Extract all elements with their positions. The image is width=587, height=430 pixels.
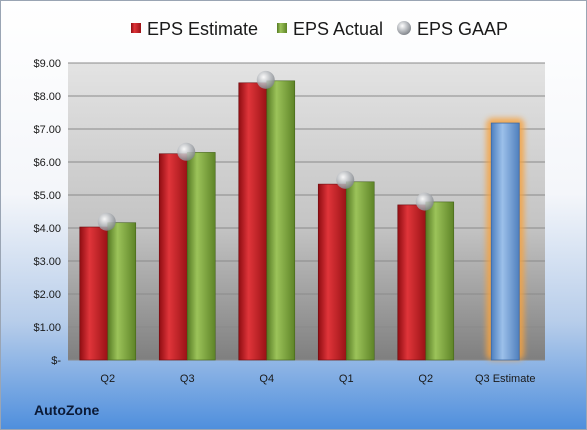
gaap-marker bbox=[415, 192, 434, 211]
y-tick-label: $5.00 bbox=[33, 190, 61, 202]
legend-swatch-actual bbox=[277, 23, 287, 33]
bar-actual bbox=[425, 201, 455, 361]
y-tick-label: $6.00 bbox=[33, 157, 61, 169]
x-category-label: Q1 bbox=[339, 373, 354, 385]
legend-label-estimate: EPS Estimate bbox=[147, 19, 258, 39]
y-tick-label: $3.00 bbox=[33, 256, 61, 268]
bar-actual bbox=[186, 152, 216, 361]
bar-estimate bbox=[238, 82, 268, 361]
bar-actual bbox=[266, 80, 296, 361]
x-category-label: Q2 bbox=[418, 373, 433, 385]
y-tick-label: $- bbox=[51, 355, 61, 367]
x-category-label: Q3 Estimate bbox=[475, 373, 536, 385]
chart-legend: EPS Estimate EPS Actual EPS GAAP bbox=[131, 19, 508, 39]
y-tick-label: $2.00 bbox=[33, 289, 61, 301]
bar-estimate bbox=[158, 153, 188, 361]
plot-area bbox=[68, 63, 545, 360]
bars bbox=[79, 80, 525, 361]
bar-estimate bbox=[79, 226, 109, 361]
x-category-label: Q4 bbox=[259, 373, 274, 385]
y-tick-label: $9.00 bbox=[33, 58, 61, 70]
bar-estimate bbox=[317, 183, 347, 361]
legend-label-gaap: EPS GAAP bbox=[417, 19, 508, 39]
gridlines bbox=[68, 62, 545, 361]
y-tick-label: $7.00 bbox=[33, 124, 61, 136]
gaap-marker bbox=[256, 70, 275, 89]
gaap-marker bbox=[177, 142, 196, 161]
y-tick-label: $4.00 bbox=[33, 223, 61, 235]
bar-estimate bbox=[397, 204, 427, 361]
bar-actual bbox=[345, 181, 375, 361]
legend-marker-gaap bbox=[397, 21, 411, 35]
y-tick-label: $1.00 bbox=[33, 322, 61, 334]
legend-swatch-estimate bbox=[131, 23, 141, 33]
bar-estimate-future bbox=[490, 122, 520, 361]
y-tick-label: $8.00 bbox=[33, 91, 61, 103]
x-category-label: Q2 bbox=[100, 373, 115, 385]
y-axis-tick-labels: $- $1.00 $2.00 $3.00 $4.00 $5.00 $6.00 $7.00 $8.… bbox=[33, 58, 61, 367]
x-category-label: Q3 bbox=[180, 373, 195, 385]
gaap-markers bbox=[97, 70, 434, 231]
company-name: AutoZone bbox=[34, 402, 100, 418]
gaap-marker bbox=[336, 170, 355, 189]
x-axis-category-labels: Q2 Q3 Q4 Q1 Q2 Q3 Estimate bbox=[100, 373, 535, 385]
bar-actual bbox=[107, 222, 137, 361]
legend-label-actual: EPS Actual bbox=[293, 19, 383, 39]
gaap-marker bbox=[97, 212, 116, 231]
